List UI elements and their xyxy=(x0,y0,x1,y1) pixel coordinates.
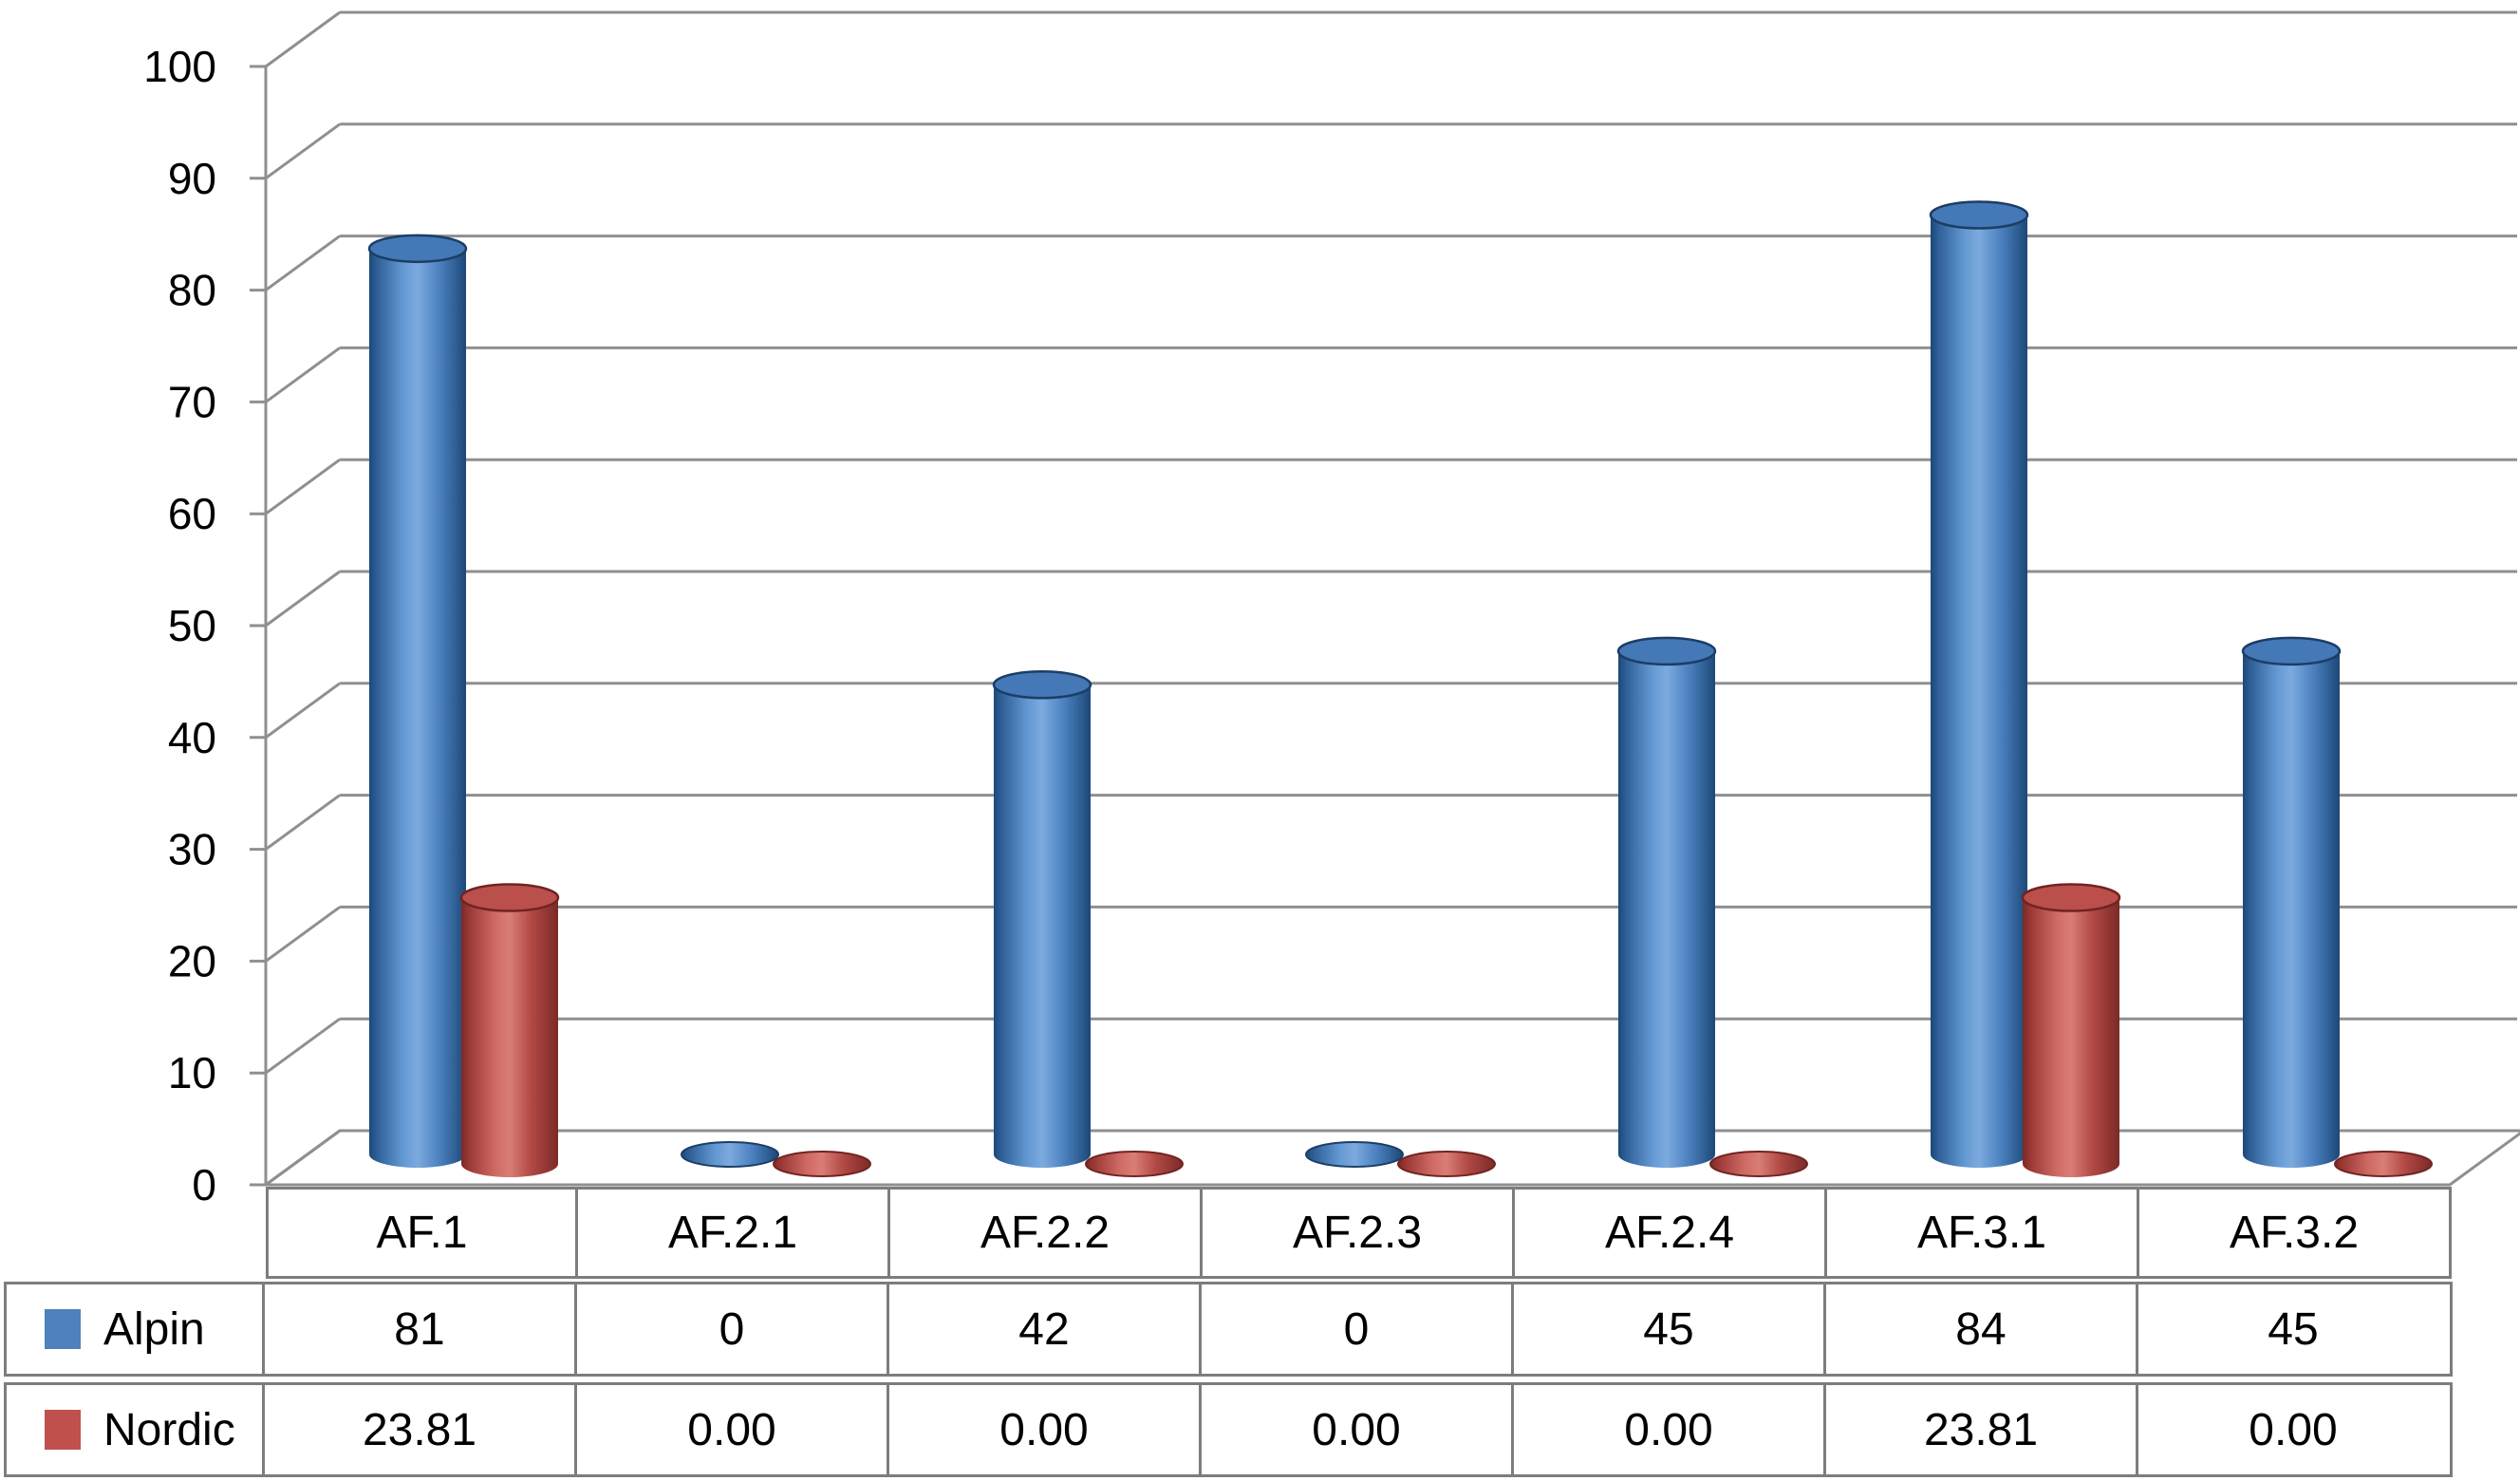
table-row-nordic: Nordic 23.81 0.00 0.00 0.00 0.00 23.81 0.00 xyxy=(4,1382,2453,1477)
y-axis-tick-label: 10 xyxy=(168,1048,216,1097)
gridline-depth xyxy=(265,122,341,180)
category-header-af-2-2: AF.2.2 xyxy=(890,1187,1203,1279)
category-header-af-2-1: AF.2.1 xyxy=(578,1187,890,1279)
bars xyxy=(367,200,2433,1177)
zero-marker-nordic-af-2-1 xyxy=(773,1151,871,1177)
value-cell-nordic-af-3-2: 0.00 xyxy=(2138,1385,2448,1474)
value-cell-alpin-af-1: 81 xyxy=(265,1284,577,1374)
value-cell-nordic-af-2-2: 0.00 xyxy=(889,1385,1202,1474)
cylinder-top-alpin-af-2-2 xyxy=(992,669,1092,700)
cylinder-body-alpin-af-2-4 xyxy=(1618,650,1715,1168)
y-axis-tick-label: 40 xyxy=(168,713,216,762)
gridline-depth xyxy=(265,906,341,963)
value-cell-nordic-af-1: 23.81 xyxy=(265,1385,577,1474)
category-header-af-3-1: AF.3.1 xyxy=(1827,1187,2139,1279)
gridline-depth xyxy=(265,794,341,851)
gridline-depth xyxy=(265,10,341,68)
gridline-depth xyxy=(265,570,341,628)
category-header-af-1: AF.1 xyxy=(266,1187,578,1279)
value-cell-alpin-af-2-1: 0 xyxy=(577,1284,889,1374)
y-axis-tick-label: 70 xyxy=(168,377,216,426)
zero-marker-nordic-af-2-2 xyxy=(1085,1151,1184,1177)
series-name-label: Nordic xyxy=(103,1404,235,1455)
category-header-row: AF.1 AF.2.1 AF.2.2 AF.2.3 AF.2.4 AF.3.1 AF.3.2 xyxy=(266,1187,2452,1279)
cylinder-top-alpin-af-3-2 xyxy=(2241,636,2342,666)
legend-cell-nordic: Nordic xyxy=(7,1385,265,1474)
y-axis-tick-label: 50 xyxy=(168,601,216,650)
value-cell-alpin-af-2-3: 0 xyxy=(1202,1284,1514,1374)
zero-marker-alpin-af-2-3 xyxy=(1305,1141,1404,1168)
gridline-depth xyxy=(265,1129,341,1187)
gridline-depth xyxy=(265,234,341,291)
value-cell-nordic-af-3-1: 23.81 xyxy=(1826,1385,2138,1474)
series-name-label: Alpin xyxy=(103,1303,205,1355)
category-header-af-2-4: AF.2.4 xyxy=(1515,1187,1827,1279)
legend-swatch-alpin xyxy=(45,1309,81,1349)
value-cell-alpin-af-3-1: 84 xyxy=(1826,1284,2138,1374)
y-axis-tick-label: 60 xyxy=(168,489,216,538)
zero-marker-alpin-af-2-1 xyxy=(681,1141,779,1168)
zero-marker-nordic-af-2-4 xyxy=(1709,1151,1808,1177)
legend-cell-alpin: Alpin xyxy=(7,1284,265,1374)
category-header-af-3-2: AF.3.2 xyxy=(2139,1187,2452,1279)
cylinder-top-nordic-af-1 xyxy=(459,883,560,912)
cylinder-top-nordic-af-3-1 xyxy=(2021,883,2121,912)
value-cell-alpin-af-2-2: 42 xyxy=(889,1284,1202,1374)
gridline-depth xyxy=(265,458,341,516)
category-header-af-2-3: AF.2.3 xyxy=(1203,1187,1515,1279)
y-axis-tick-label: 80 xyxy=(168,266,216,315)
cylinder-top-alpin-af-3-1 xyxy=(1929,200,2029,230)
cylinder-body-nordic-af-1 xyxy=(461,897,558,1177)
gridline-depth xyxy=(265,347,341,403)
table-row-alpin: Alpin 81 0 42 0 45 84 45 xyxy=(4,1282,2453,1377)
value-cell-nordic-af-2-3: 0.00 xyxy=(1202,1385,1514,1474)
cylinder-top-alpin-af-1 xyxy=(367,234,468,264)
cylinder-top-alpin-af-2-4 xyxy=(1616,636,1717,666)
zero-marker-nordic-af-3-2 xyxy=(2334,1151,2433,1177)
cylinder-body-alpin-af-3-1 xyxy=(1931,215,2027,1169)
y-axis-tick-label: 30 xyxy=(168,825,216,874)
value-cell-nordic-af-2-4: 0.00 xyxy=(1514,1385,1826,1474)
y-axis-tick-label: 20 xyxy=(168,936,216,985)
cylinder-body-alpin-af-2-2 xyxy=(994,684,1092,1168)
y-axis-tick-label: 0 xyxy=(192,1160,216,1209)
value-cell-nordic-af-2-1: 0.00 xyxy=(577,1385,889,1474)
y-axis-tick-label: 100 xyxy=(143,42,216,91)
cylinder-body-alpin-af-1 xyxy=(369,248,466,1168)
cylinder-body-nordic-af-3-1 xyxy=(2023,897,2119,1177)
gridlines: 0 10 20 30 40 50 60 70 80 90 100 xyxy=(143,10,2517,1209)
cylinder-body-alpin-af-3-2 xyxy=(2243,650,2340,1168)
gridline-depth xyxy=(265,1017,341,1075)
value-cell-alpin-af-3-2: 45 xyxy=(2138,1284,2448,1374)
legend-swatch-nordic xyxy=(45,1410,81,1450)
gridline-depth xyxy=(265,682,341,740)
y-axis-tick-label: 90 xyxy=(168,154,216,203)
value-cell-alpin-af-2-4: 45 xyxy=(1514,1284,1826,1374)
zero-marker-nordic-af-2-3 xyxy=(1397,1151,1496,1177)
